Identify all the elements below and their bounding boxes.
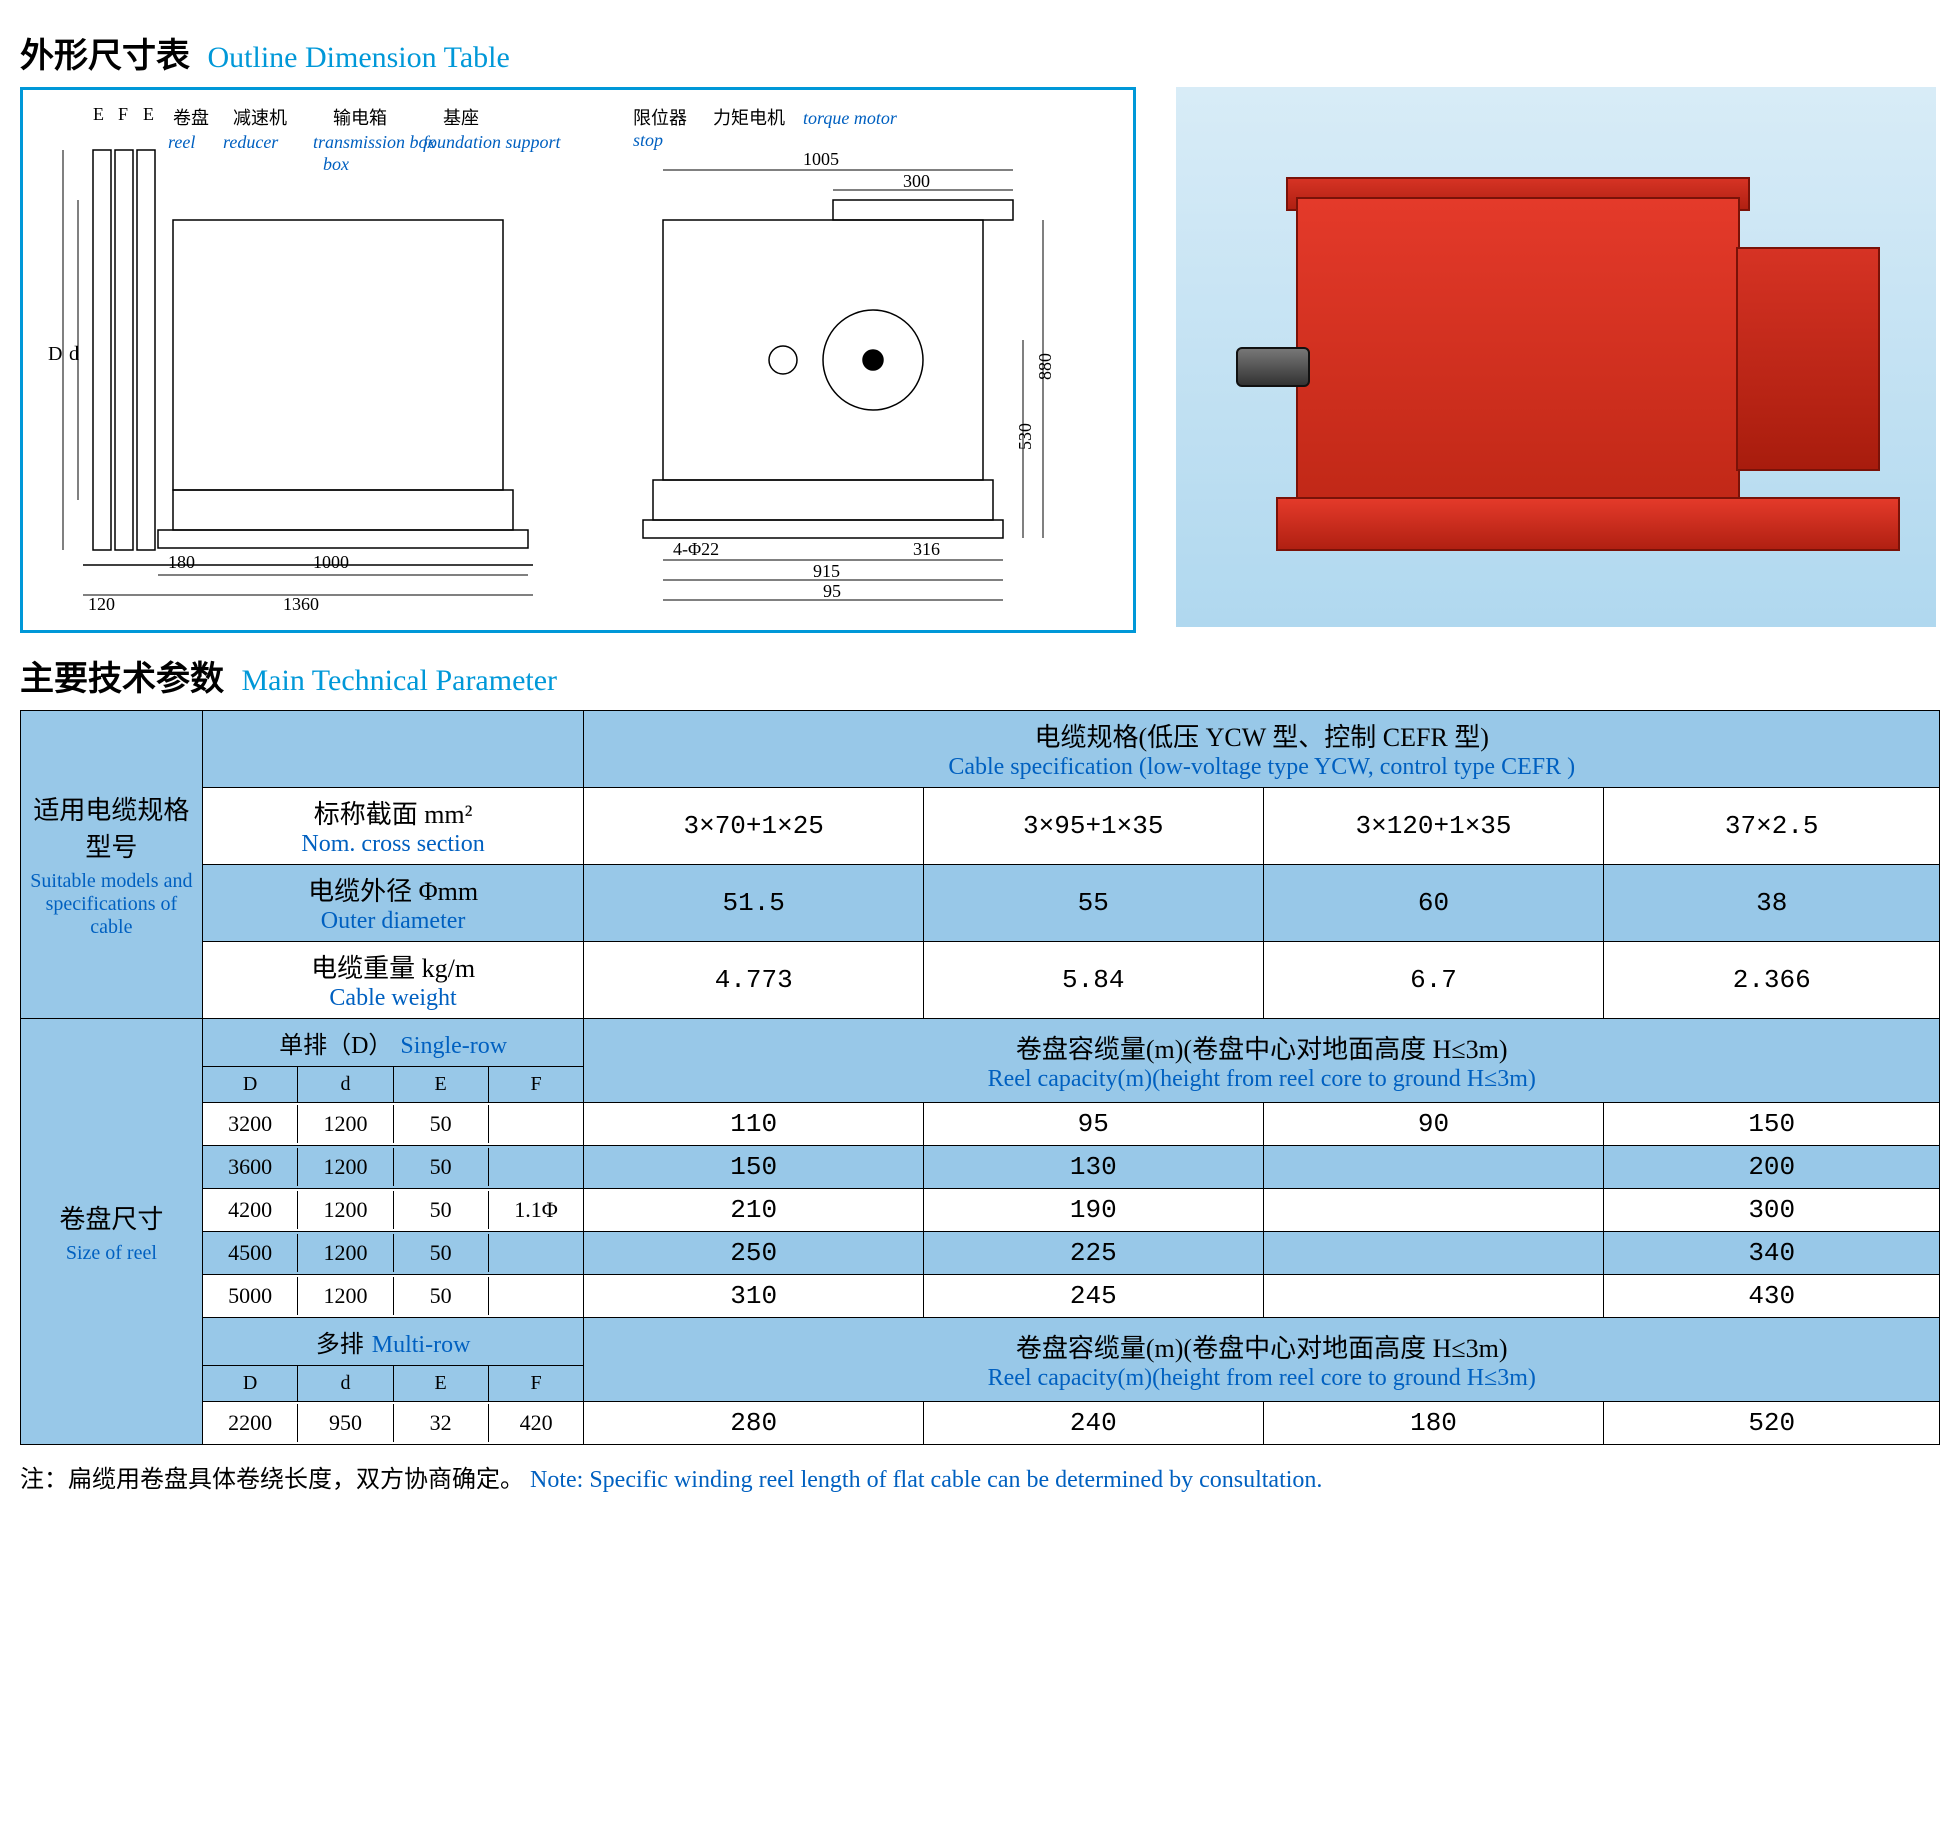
nom-2: 3×120+1×35 [1263,788,1604,865]
nom-0: 3×70+1×25 [584,788,924,865]
machine-illustration [1236,157,1856,577]
svg-text:stop: stop [633,130,663,150]
spec-table: 适用电缆规格型号 Suitable models and specificati… [20,710,1940,1445]
capacity-header-1: 卷盘容缆量(m)(卷盘中心对地面高度 H≤3m) Reel capacity(m… [584,1019,1940,1103]
outline-title: 外形尺寸表 Outline Dimension Table [20,28,1938,77]
svg-text:316: 316 [913,539,940,559]
svg-text:基座: 基座 [443,108,479,128]
svg-text:E: E [93,104,104,124]
table-row: 220095032420280240180520 [21,1402,1940,1445]
single-row-label: 单排（D）Single-row [202,1019,584,1067]
svg-text:4-Φ22: 4-Φ22 [673,539,719,559]
svg-text:输电箱: 输电箱 [333,108,387,128]
svg-text:foundation support: foundation support [423,132,562,152]
svg-text:1005: 1005 [803,149,839,169]
weight-1: 5.84 [923,942,1263,1019]
outline-title-en: Outline Dimension Table [208,41,510,74]
svg-text:880: 880 [1035,353,1055,380]
dimension-diagram: E F E 卷盘 减速机 输电箱 基座 reel reducer transmi… [20,87,1136,633]
outline-title-cn: 外形尺寸表 [20,38,190,75]
svg-text:限位器: 限位器 [633,108,687,128]
svg-text:transmission box: transmission box [313,132,436,152]
weight-0: 4.773 [584,942,924,1019]
nom-1: 3×95+1×35 [923,788,1263,865]
params-title-en: Main Technical Parameter [242,664,558,697]
table-row: 4500120050250225340 [21,1232,1940,1275]
svg-text:reducer: reducer [223,132,279,152]
svg-text:1000: 1000 [313,552,349,572]
weight-2: 6.7 [1263,942,1604,1019]
table-row: 3600120050150130200 [21,1146,1940,1189]
params-title: 主要技术参数 Main Technical Parameter [20,651,1938,700]
svg-text:915: 915 [813,561,840,581]
outer-3: 38 [1604,865,1940,942]
svg-text:D: D [48,343,62,365]
svg-text:120: 120 [88,594,115,614]
svg-text:530: 530 [1015,423,1035,450]
weight-3: 2.366 [1604,942,1940,1019]
suitable-cable-label: 适用电缆规格型号 Suitable models and specificati… [21,711,203,1019]
svg-text:300: 300 [903,171,930,191]
footnote-cn: 注：扁缆用卷盘具体卷绕长度，双方协商确定。 [20,1467,524,1493]
svg-text:box: box [323,154,349,174]
diagram-svg: E F E 卷盘 减速机 输电箱 基座 reel reducer transmi… [23,90,1133,630]
defcols-header-2: D d E F [202,1366,584,1402]
top-row: E F E 卷盘 减速机 输电箱 基座 reel reducer transmi… [20,87,1938,633]
svg-text:reel: reel [168,132,195,152]
svg-text:减速机: 减速机 [233,108,287,128]
table-row: 5000120050310245430 [21,1275,1940,1318]
product-photo [1176,87,1936,627]
outer-2: 60 [1263,865,1604,942]
svg-text:1360: 1360 [283,594,319,614]
reel-size-label: 卷盘尺寸 Size of reel [21,1019,203,1445]
outer-0: 51.5 [584,865,924,942]
svg-text:95: 95 [823,581,841,601]
defcols-header: D d E F [202,1067,584,1103]
outer-dia-label: 电缆外径 Φmm Outer diameter [202,865,584,942]
nom-cross-label: 标称截面 mm² Nom. cross section [202,788,584,865]
table-row: 32001200501109590150 [21,1103,1940,1146]
svg-text:F: F [118,104,128,124]
weight-label: 电缆重量 kg/m Cable weight [202,942,584,1019]
params-title-cn: 主要技术参数 [20,661,224,698]
footnote: 注：扁缆用卷盘具体卷绕长度，双方协商确定。 Note: Specific win… [20,1459,1938,1494]
blank-cell [202,711,584,788]
nom-3: 37×2.5 [1604,788,1940,865]
svg-text:E: E [143,104,154,124]
cable-spec-header: 电缆规格(低压 YCW 型、控制 CEFR 型) Cable specifica… [584,711,1940,788]
svg-text:180: 180 [168,552,195,572]
svg-text:torque motor: torque motor [803,108,898,128]
table-row: 42001200501.1Φ210190300 [21,1189,1940,1232]
footnote-en: Note: Specific winding reel length of fl… [530,1467,1322,1493]
multi-row-label: 多排Multi-row [202,1318,584,1366]
svg-text:d: d [69,343,79,365]
capacity-header-2: 卷盘容缆量(m)(卷盘中心对地面高度 H≤3m) Reel capacity(m… [584,1318,1940,1402]
svg-text:卷盘: 卷盘 [173,108,209,128]
svg-text:力矩电机: 力矩电机 [713,108,785,128]
outer-1: 55 [923,865,1263,942]
